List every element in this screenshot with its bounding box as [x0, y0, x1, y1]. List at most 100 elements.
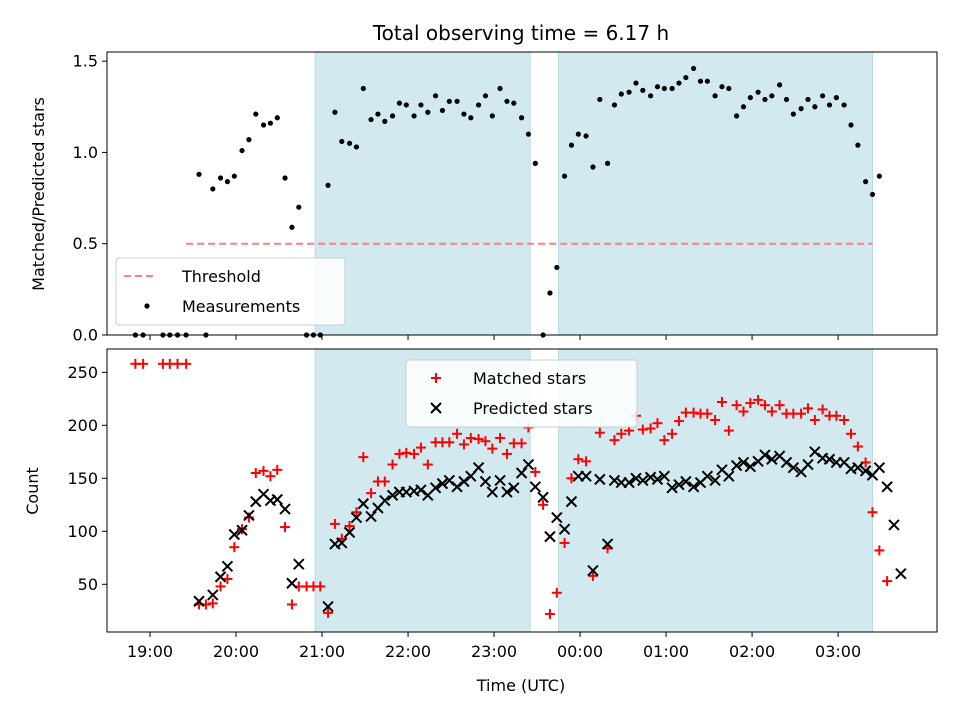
shaded-interval-1: [314, 51, 531, 336]
matched-stars-point: [652, 418, 663, 429]
measurement-point: [461, 111, 467, 117]
matched-stars-point: [637, 424, 648, 435]
measurement-point: [396, 100, 403, 106]
predicted-stars-point: [472, 462, 485, 474]
measurement-point: [876, 173, 882, 179]
matched-stars-point: [817, 404, 828, 415]
predicted-stars-point: [286, 577, 298, 589]
bottom-count-points: [130, 358, 907, 619]
x-axis-label: Time (UTC): [476, 676, 565, 695]
matched-stars-point: [544, 608, 555, 619]
predicted-stars-legend-label: Predicted stars: [473, 399, 593, 418]
matched-stars-point: [409, 448, 420, 459]
matched-stars-point: [702, 408, 713, 419]
matched-stars-point: [138, 358, 149, 369]
measurement-point: [425, 109, 431, 115]
measurement-point: [454, 98, 460, 104]
matched-stars-point: [581, 456, 592, 467]
predicted-stars-point: [537, 491, 549, 504]
measurement-point: [547, 290, 553, 296]
matched-stars-point: [802, 403, 813, 414]
x-tick-label: 19:00: [127, 642, 173, 661]
measurement-point: [726, 85, 732, 92]
measurement-point: [769, 93, 775, 99]
x-tick-label: 23:00: [471, 642, 517, 661]
measurement-point: [841, 102, 847, 108]
predicted-stars-point: [236, 524, 248, 536]
x-tick-label: 20:00: [213, 642, 259, 661]
predicted-stars-point: [623, 476, 635, 489]
matched-stars-point: [573, 454, 584, 465]
matched-stars-point: [839, 415, 850, 426]
y-tick-label: 250: [67, 363, 98, 382]
matched-stars-point: [845, 428, 856, 439]
measurement-point: [296, 204, 302, 210]
measurement-point: [790, 111, 796, 117]
measurement-point: [439, 107, 446, 114]
measurement-point: [798, 106, 804, 112]
predicted-stars-point: [343, 526, 356, 539]
matched-stars-point: [745, 398, 756, 409]
measurement-point: [597, 96, 603, 103]
predicted-stars-point: [651, 473, 664, 486]
measurement-point: [468, 115, 474, 121]
matched-stars-point: [809, 415, 820, 426]
measurement-point: [511, 100, 517, 106]
predicted-stars-point: [436, 477, 449, 490]
matched-stars-point: [480, 436, 491, 447]
predicted-stars-point: [730, 459, 743, 472]
measurement-point: [224, 179, 231, 185]
measurement-point: [446, 98, 452, 104]
predicted-stars-point: [486, 486, 499, 498]
top-axes-frame: [106, 51, 938, 336]
measurement-point: [626, 89, 632, 95]
matched-stars-point: [659, 435, 670, 446]
matched-stars-point: [559, 537, 570, 548]
predicted-stars-point: [322, 600, 334, 613]
top-chart-title: Total observing time = 6.17 h: [372, 21, 669, 45]
predicted-stars-point: [594, 473, 606, 486]
measurement-point: [647, 93, 654, 99]
matched-stars-point: [616, 428, 627, 439]
predicted-stars-point: [701, 470, 714, 482]
predicted-stars-point: [787, 462, 800, 474]
predicted-stars-point: [228, 528, 241, 541]
measurement-point: [375, 111, 381, 117]
measurement-point: [777, 82, 783, 88]
predicted-stars-point: [221, 560, 234, 572]
predicted-stars-point: [587, 564, 599, 577]
measurement-point: [755, 89, 761, 95]
bottom-x-ticks: 19:00 20:00 21:00 22:00 23:00 00:00 01:00 02:00…: [127, 632, 861, 661]
measurement-point: [246, 137, 252, 143]
predicted-stars-point: [580, 470, 592, 482]
measurement-point: [697, 78, 704, 84]
predicted-stars-point: [508, 482, 520, 494]
measurement-point: [669, 85, 675, 92]
matched-stars-point: [272, 464, 283, 475]
top-legend-box: [115, 257, 346, 326]
predicted-stars-point: [673, 478, 685, 491]
matched-stars-point: [401, 447, 412, 458]
matched-stars-point: [452, 428, 463, 439]
predicted-stars-point: [214, 571, 227, 583]
bottom-y-ticks: 50 100 150 200 250: [67, 363, 107, 594]
matched-stars-point: [723, 425, 734, 436]
measurement-point: [532, 160, 538, 166]
predicted-stars-point: [386, 489, 399, 501]
measurement-point: [210, 186, 216, 192]
measurement-point: [389, 113, 396, 119]
matched-stars-point: [594, 427, 605, 438]
measurement-point: [253, 111, 259, 117]
matched-stars-point: [286, 599, 297, 610]
predicted-stars-point: [243, 509, 255, 522]
x-tick-label: 02:00: [729, 642, 775, 661]
measurement-point: [719, 84, 725, 90]
predicted-stars-point: [709, 474, 721, 487]
matched-stars-point: [315, 581, 326, 592]
matched-stars-point: [280, 522, 291, 533]
predicted-stars-point: [357, 498, 370, 510]
matched-stars-point: [738, 406, 749, 417]
measurement-point: [661, 85, 667, 92]
predicted-stars-point: [737, 456, 750, 469]
matched-stars-point: [774, 400, 785, 411]
